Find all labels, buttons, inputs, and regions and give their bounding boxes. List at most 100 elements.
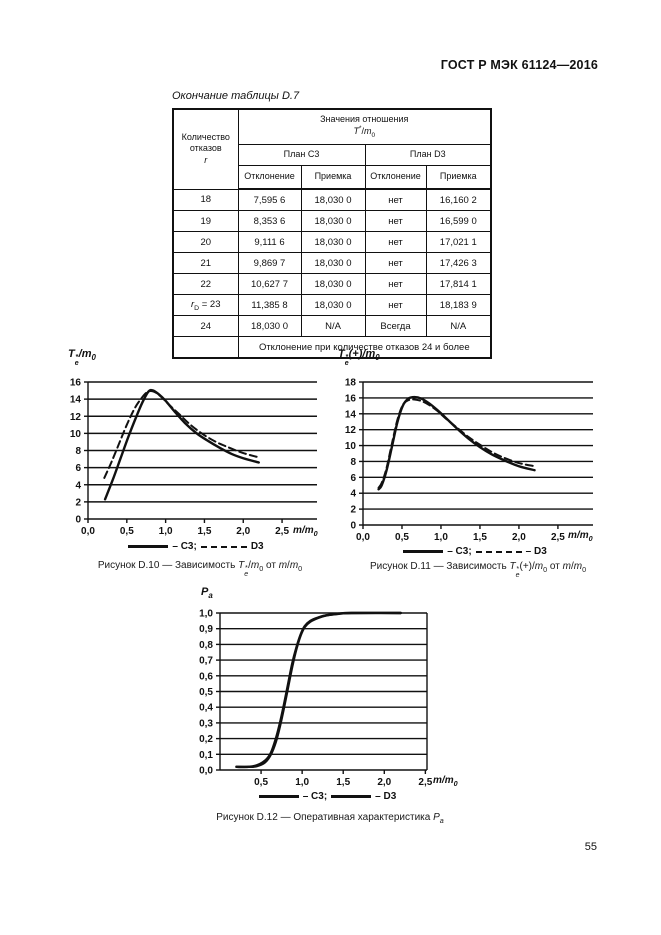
table-row: 24 18,030 0 N/A Всегда N/A [172, 315, 492, 337]
ratio-math: T*/m0 [353, 125, 376, 140]
x-tick-label: 0,5 [254, 777, 268, 788]
table-cell-c3_rej: 11,385 8 [237, 294, 302, 316]
table-cell-d3_rej: нет [364, 188, 427, 211]
y-tick-label: 1,0 [199, 609, 213, 620]
series-D3 [377, 398, 536, 489]
table-header-row: Отклонение Приемка Отклонение Приемка [173, 165, 492, 190]
series-C3 [377, 395, 536, 491]
chart-d12-canvas: 0,0 0,1 0,2 0,3 0,4 0,5 0,6 0,7 0,8 0,9 1,0 0,5 1,0 1… [199, 609, 433, 789]
y-tick-label: 0,0 [199, 766, 213, 777]
ratio-title: Значения отношения [320, 113, 409, 124]
table-cell-d3_rej: нет [364, 210, 427, 232]
figure-caption-d11: Рисунок D.11 — Зависимость T * e (+)/m0 от … [369, 561, 587, 579]
y-tick-label: 4 [350, 489, 356, 500]
y-axis-title-d10: T * e/m0 [68, 348, 96, 367]
table-cell-r_html: 20 [172, 231, 239, 253]
y-tick-label: 0,2 [199, 734, 213, 745]
col-header-failures-line2: отказов [189, 143, 222, 154]
y-tick-label: 12 [70, 412, 82, 423]
series-D3 [235, 611, 402, 769]
table-cell-c3_acc: N/A [300, 315, 366, 337]
x-tick-label: 1,0 [159, 526, 173, 537]
table-cell-d3_acc: 17,426 3 [425, 252, 492, 274]
legend-label-c3: – C3; [447, 546, 472, 557]
table-cell-c3_acc: 18,030 0 [300, 231, 366, 253]
legend-line-c3-icon [128, 545, 169, 548]
chart-d11-canvas: 0 2 4 6 8 10 12 14 16 18 0,0 0,5 1,0 1,5 2,0 2,5 [345, 378, 593, 543]
x-tick-label: 0,0 [81, 526, 95, 537]
y-tick-label: 2 [75, 497, 81, 508]
legend-label-d3: – D3 [525, 546, 547, 557]
chart-legend-d10: – C3; D3 [60, 541, 332, 552]
table-cell-c3_acc: 18,030 0 [300, 210, 366, 232]
y-tick-label: 0,8 [199, 640, 213, 651]
x-tick-label: 2,5 [418, 777, 432, 788]
table-cell-empty [172, 336, 239, 359]
legend-line-c3-icon [403, 550, 444, 553]
page-header-title: ГОСТ Р МЭК 61124—2016 [440, 58, 598, 72]
table-row: 19 8,353 6 18,030 0 нет 16,599 0 [172, 210, 492, 232]
table-cell-r_html: 19 [172, 210, 239, 232]
table-cell-d3_acc: 17,021 1 [425, 231, 492, 253]
col-header-ratio: Значения отношения T*/m0 [237, 108, 492, 145]
table-cell-d3_acc: 17,814 1 [425, 273, 492, 295]
y-tick-label: 16 [70, 378, 82, 389]
x-tick-label: 1,5 [336, 777, 350, 788]
table-footer-row: Отклонение при количестве отказов 24 и б… [172, 336, 492, 359]
table-d7: Количество отказов r Значения отношения … [172, 108, 493, 359]
col-header-rejection-c3: Отклонение [237, 165, 302, 190]
page-number: 55 [584, 841, 597, 853]
series-C3 [103, 388, 260, 501]
x-tick-label: 1,0 [434, 532, 448, 543]
y-tick-label: 8 [350, 457, 356, 468]
table-cell-c3_rej: 8,353 6 [237, 210, 302, 232]
x-tick-label: 1,5 [197, 526, 211, 537]
table-cell-d3_acc: 16,599 0 [425, 210, 492, 232]
y-tick-label: 6 [350, 473, 356, 484]
table-row: rD = 23 11,385 8 18,030 0 нет 18,183 9 [172, 294, 492, 316]
chart-d10-canvas: 0 2 4 6 8 10 12 14 16 0,0 0,5 1,0 1,5 2,0 2,5 [70, 378, 317, 537]
legend-label-c3: – C3; [172, 541, 197, 552]
table-cell-d3_rej: нет [364, 231, 427, 253]
x-tick-label: 0,5 [120, 526, 134, 537]
table-cell-r_html: 18 [172, 188, 239, 211]
legend-line-d3-icon [200, 545, 247, 548]
x-axis-unit-d12: m/m0 [433, 775, 458, 788]
y-tick-label: 14 [70, 395, 82, 406]
x-tick-label: 0,0 [356, 532, 370, 543]
x-tick-label: 2,0 [512, 532, 526, 543]
series-D3 [103, 390, 260, 479]
table-row: 18 7,595 6 18,030 0 нет 16,160 2 [172, 188, 492, 211]
col-header-plan-d3: План D3 [364, 144, 492, 166]
table-cell-d3_acc: 18,183 9 [425, 294, 492, 316]
figure-caption-d10: Рисунок D.10 — Зависимость T * e/m0 от m/m… [97, 560, 303, 578]
table-cell-r_html: rD = 23 [172, 294, 239, 316]
table-cell-c3_rej: 18,030 0 [237, 315, 302, 337]
table-cell-r_html: 24 [172, 315, 239, 337]
table-header-row: План C3 План D3 [173, 144, 492, 166]
col-header-failures: Количество отказов r [172, 108, 239, 190]
table-cell-d3_rej: Всегда [364, 315, 427, 337]
col-header-failures-line1: Количество [181, 131, 230, 142]
y-tick-label: 0,1 [199, 750, 213, 761]
table-cell-c3_rej: 9,869 7 [237, 252, 302, 274]
y-tick-label: 0,5 [199, 687, 213, 698]
y-tick-label: 10 [345, 441, 357, 452]
x-axis-unit-d11: m/m0 [568, 530, 593, 543]
table-cell-c3_acc: 18,030 0 [300, 252, 366, 274]
x-tick-label: 2,5 [275, 526, 289, 537]
x-axis-unit-d10: m/m0 [293, 525, 318, 538]
table-row: 22 10,627 7 18,030 0 нет 17,814 1 [172, 273, 492, 295]
table-cell-r_html: 22 [172, 273, 239, 295]
table-cell-d3_rej: нет [364, 273, 427, 295]
table-cell-c3_acc: 18,030 0 [300, 188, 366, 211]
table-footer-note: Отклонение при количестве отказов 24 и б… [237, 336, 492, 359]
y-tick-label: 4 [75, 480, 81, 491]
col-header-failures-symbol: r [204, 155, 208, 166]
series-C3 [235, 611, 402, 769]
y-tick-label: 0,4 [199, 703, 213, 714]
x-tick-label: 2,5 [551, 532, 565, 543]
y-tick-label: 0,6 [199, 671, 213, 682]
table-cell-d3_rej: нет [364, 252, 427, 274]
